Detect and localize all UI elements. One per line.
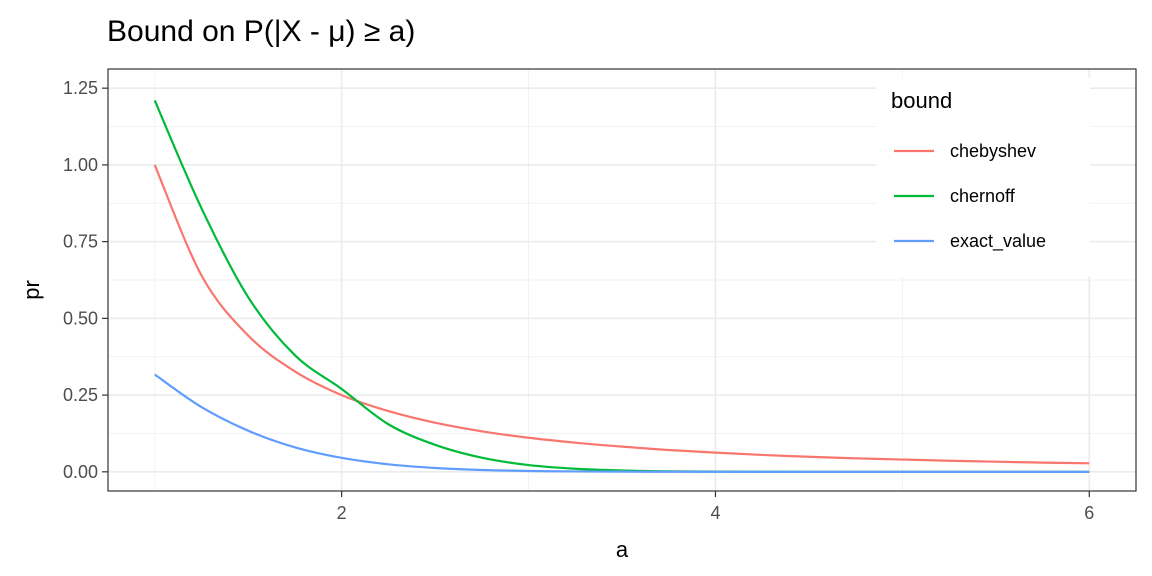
y-tick-label: 1.00: [63, 155, 98, 175]
y-tick-label: 1.25: [63, 78, 98, 98]
legend-background: [876, 78, 1090, 276]
y-tick-label: 0.75: [63, 232, 98, 252]
series-layer: [153, 100, 1090, 473]
y-tick-label: 0.25: [63, 385, 98, 405]
y-tick-label: 0.50: [63, 308, 98, 328]
x-tick-label: 6: [1084, 503, 1094, 523]
y-tick-label: 0.00: [63, 462, 98, 482]
series-line-chebyshev: [153, 164, 1090, 465]
panel-border: [107, 68, 1137, 492]
legend-title: bound: [891, 88, 952, 113]
x-axis-title: a: [616, 537, 629, 562]
y-axis-title: pr: [19, 280, 44, 300]
legend-label-exact_value: exact_value: [950, 231, 1046, 252]
legend-label-chebyshev: chebyshev: [950, 141, 1036, 161]
series-line-exact_value: [154, 373, 1090, 473]
legend: bound chebyshev chernoff exact_value: [891, 88, 1046, 252]
x-axis: 2 4 6: [337, 491, 1094, 523]
legend-label-chernoff: chernoff: [950, 186, 1016, 206]
x-tick-label: 2: [337, 503, 347, 523]
y-axis: 0.00 0.25 0.50 0.75 1.00 1.25: [63, 78, 108, 482]
x-tick-label: 4: [710, 503, 720, 523]
chart-title: Bound on P(|X - μ) ≥ a): [107, 15, 415, 48]
